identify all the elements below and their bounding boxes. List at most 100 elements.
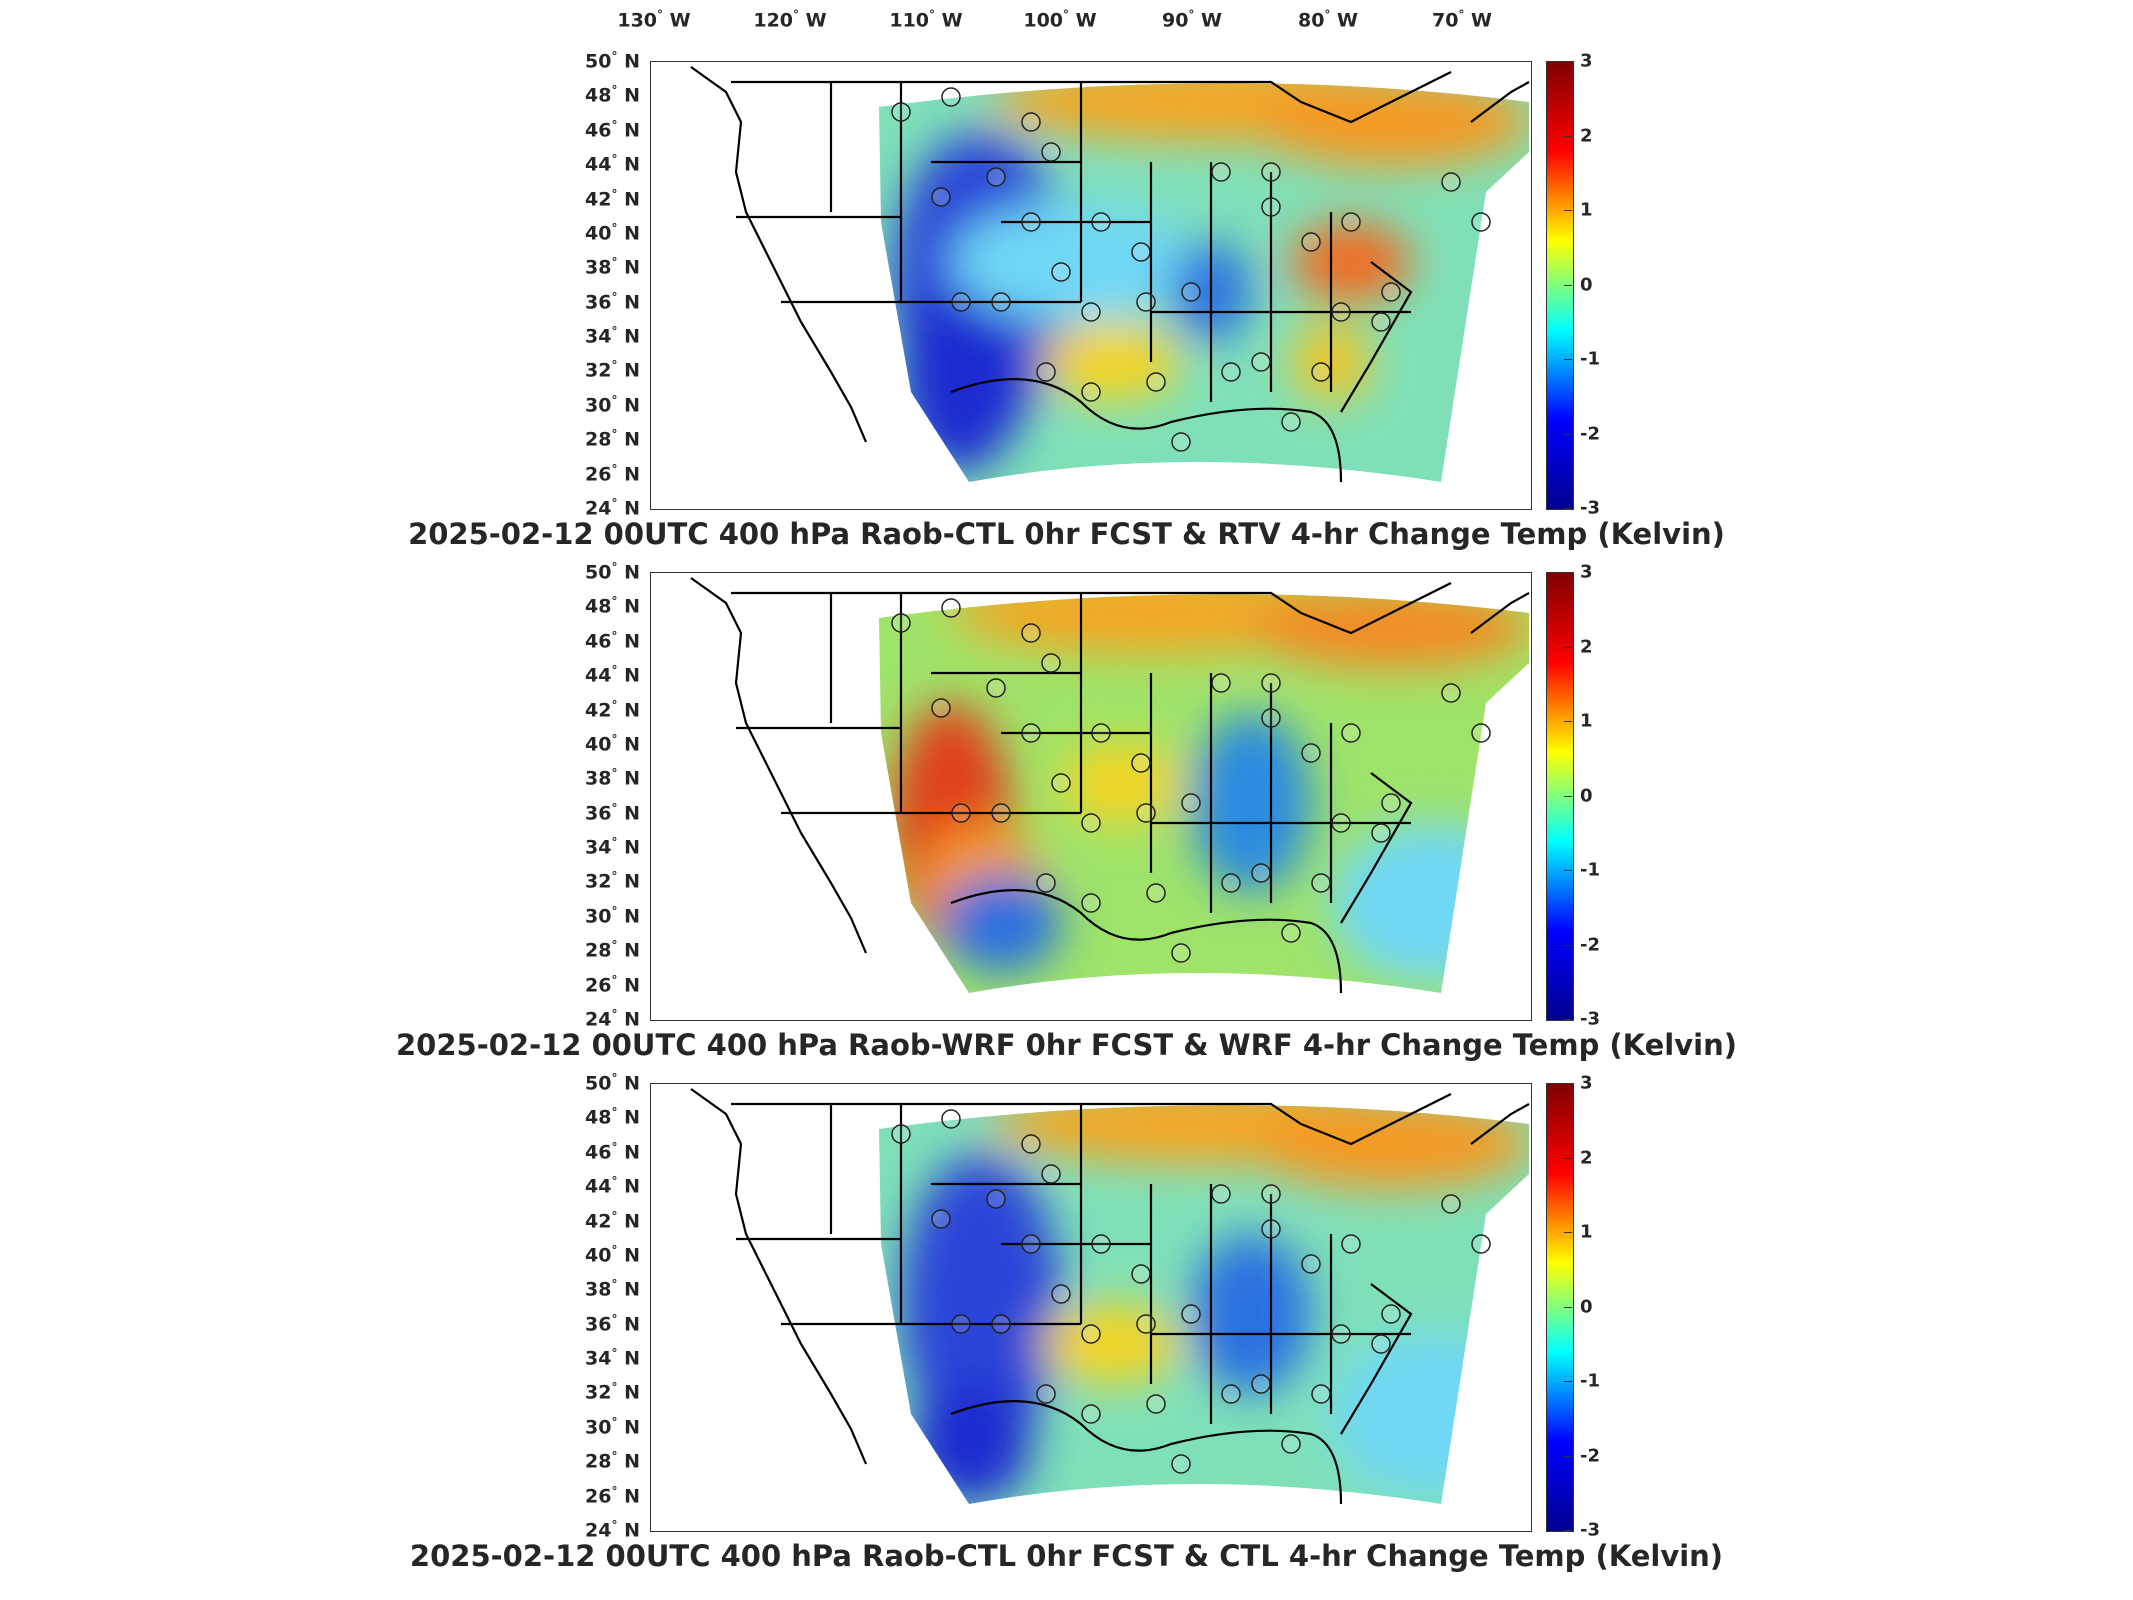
raob-station-marker [891, 102, 911, 122]
raob-station-marker [1081, 1324, 1101, 1344]
lon-label-130: 130° W [617, 8, 691, 32]
lat-label-34: 34° N [585, 835, 640, 859]
colorbar-tick-mark [1564, 721, 1572, 722]
raob-station-marker [1331, 302, 1351, 322]
lat-label-32: 32° N [585, 869, 640, 894]
raob-station-marker [1081, 813, 1101, 833]
raob-station-marker [1341, 1234, 1361, 1254]
lat-label-46: 46° N [585, 118, 640, 142]
raob-station-marker [1471, 1234, 1491, 1254]
raob-station-marker [1091, 723, 1111, 743]
colorbar-tick-mark [1564, 359, 1572, 360]
raob-station-marker [1136, 292, 1156, 312]
raob-station-marker [1131, 242, 1151, 262]
raob-station-marker [931, 187, 951, 207]
temperature-field [879, 1105, 1529, 1504]
raob-station-marker [1021, 212, 1041, 232]
colorbar-tick-label: -3 [1580, 497, 1600, 519]
colorbar-tick-mark [1564, 210, 1572, 211]
raob-station-marker [1146, 372, 1166, 392]
raob-station-marker [1261, 1219, 1281, 1239]
raob-station-marker [1091, 1234, 1111, 1254]
temperature-map [650, 1083, 1532, 1532]
raob-station-marker [1261, 162, 1281, 182]
colorbar-tick-mark [1564, 1232, 1572, 1233]
lat-label-44: 44° N [585, 152, 640, 176]
lat-label-40: 40° N [585, 732, 640, 756]
coastline-borders [690, 1088, 1530, 1505]
colorbar-tick-label: 2 [1580, 1147, 1593, 1168]
raob-station-marker [931, 698, 951, 718]
raob-station-marker [1136, 1314, 1156, 1334]
lat-label-30: 30° N [585, 1415, 640, 1439]
raob-station-marker [1021, 623, 1041, 643]
colorbar-tick-mark [1564, 944, 1572, 946]
lat-label-46: 46° N [585, 1140, 640, 1164]
raob-station-marker [1251, 1374, 1271, 1394]
raob-station-marker [1021, 723, 1041, 743]
lon-label-110: 110° W [889, 8, 963, 32]
colorbar [1546, 1083, 1574, 1532]
raob-station-marker [1181, 1304, 1201, 1324]
raob-station-marker [1281, 923, 1301, 943]
lat-label-44: 44° N [585, 1174, 640, 1198]
raob-station-marker [1221, 362, 1241, 382]
raob-station-marker [1311, 873, 1331, 893]
colorbar-tick-label: -1 [1580, 859, 1600, 881]
lat-label-34: 34° N [585, 324, 640, 348]
raob-station-marker [991, 803, 1011, 823]
raob-station-marker [1021, 1134, 1041, 1154]
raob-station-marker [941, 1109, 961, 1129]
colorbar [1546, 572, 1574, 1021]
raob-station-marker [1311, 1384, 1331, 1404]
colorbar-tick-mark [1564, 433, 1572, 435]
raob-station-marker [1281, 412, 1301, 432]
lat-label-26: 26° N [585, 461, 640, 486]
panel-title: 2025-02-12 00UTC 400 hPa Raob-CTL 0hr FC… [409, 1539, 1724, 1573]
raob-station-marker [1036, 873, 1056, 893]
lat-label-26: 26° N [585, 1483, 640, 1508]
raob-station-marker [1301, 743, 1321, 763]
lat-label-42: 42° N [585, 697, 640, 722]
lat-label-24: 24° N [585, 1007, 640, 1031]
colorbar-tick-mark [1564, 1019, 1572, 1020]
raob-station-marker [1081, 893, 1101, 913]
raob-station-marker [1181, 793, 1201, 813]
raob-station-marker [1146, 1394, 1166, 1414]
map-panel-1: 50° N 48° N 46° N 44° N 42° N 40° N 38° N 36° N… [0, 0, 2133, 551]
colorbar-tick-label: -1 [1580, 348, 1600, 370]
colorbar-tick-mark [1564, 1455, 1572, 1457]
raob-station-marker [986, 678, 1006, 698]
raob-station-marker [1136, 803, 1156, 823]
colorbar-tick-mark [1564, 508, 1572, 509]
raob-station-marker [1146, 883, 1166, 903]
raob-station-marker [1041, 142, 1061, 162]
colorbar-tick-mark [1564, 1530, 1572, 1531]
colorbar-tick-label: 2 [1580, 125, 1593, 146]
lat-label-24: 24° N [585, 496, 640, 520]
colorbar-tick-label: 1 [1580, 199, 1593, 221]
colorbar-tick-mark [1564, 1306, 1572, 1308]
lat-label-38: 38° N [585, 1277, 640, 1301]
lat-label-48: 48° N [585, 594, 640, 619]
raob-station-marker [1081, 1404, 1101, 1424]
colorbar-tick-label: 3 [1580, 1072, 1593, 1094]
lon-label-80: 80° W [1297, 8, 1359, 32]
raob-station-marker [1371, 312, 1391, 332]
lat-label-44: 44° N [585, 663, 640, 687]
lat-label-48: 48° N [585, 1105, 640, 1130]
raob-station-marker [941, 598, 961, 618]
raob-station-marker [1441, 172, 1461, 192]
raob-station-marker [1281, 1434, 1301, 1454]
colorbar-tick-label: -2 [1580, 934, 1600, 955]
colorbar-tick-label: 3 [1580, 50, 1593, 72]
raob-station-marker [991, 292, 1011, 312]
lat-label-46: 46° N [585, 629, 640, 653]
colorbar-tick-mark [1564, 572, 1572, 573]
panel-title: 2025-02-12 00UTC 400 hPa Raob-WRF 0hr FC… [395, 1028, 1737, 1062]
colorbar-tick-label: -2 [1580, 423, 1600, 444]
lat-label-32: 32° N [585, 358, 640, 383]
colorbar-tick-label: -1 [1580, 1370, 1600, 1392]
temperature-map [650, 572, 1532, 1021]
